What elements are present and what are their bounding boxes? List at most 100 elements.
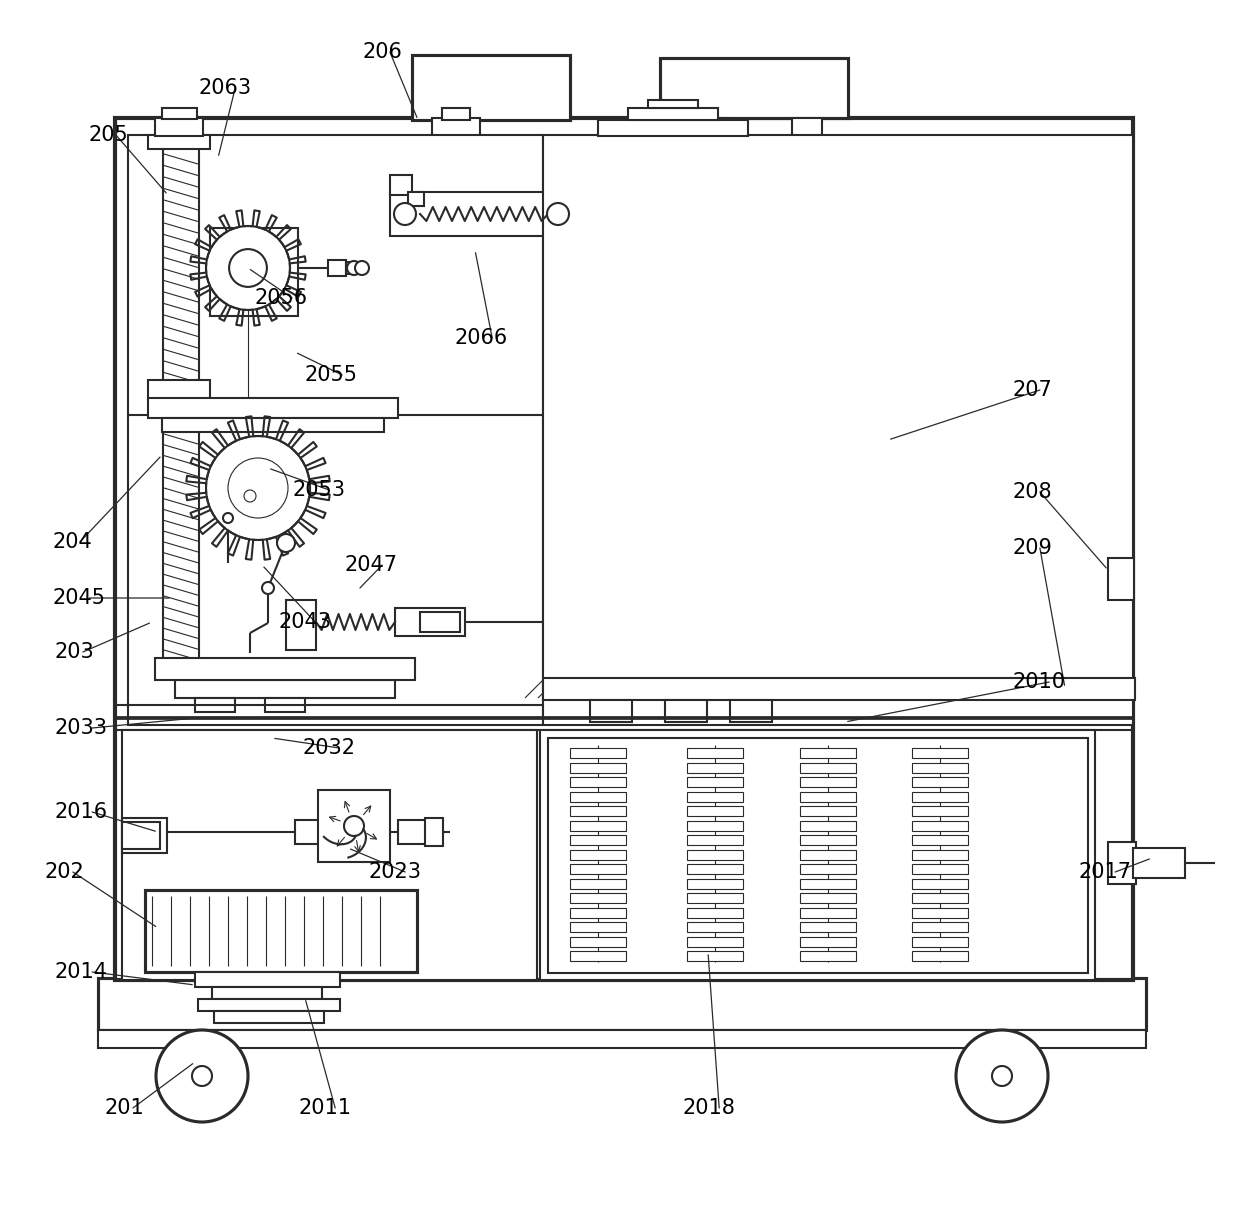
Bar xyxy=(212,987,322,999)
Bar xyxy=(800,777,856,787)
Bar xyxy=(548,737,1087,973)
Bar xyxy=(432,118,480,136)
Text: 206: 206 xyxy=(362,42,402,62)
Bar xyxy=(198,999,340,1011)
Circle shape xyxy=(234,465,281,512)
Circle shape xyxy=(394,203,415,225)
Text: 207: 207 xyxy=(1012,380,1052,400)
Bar xyxy=(412,56,570,119)
Bar xyxy=(911,777,968,787)
Bar xyxy=(210,228,298,316)
Bar xyxy=(687,922,743,932)
Text: 2017: 2017 xyxy=(1078,862,1131,882)
Bar xyxy=(570,951,626,961)
Text: 2010: 2010 xyxy=(1012,672,1065,692)
Bar xyxy=(329,260,346,276)
Text: 2043: 2043 xyxy=(278,612,331,632)
Bar xyxy=(320,816,339,849)
Circle shape xyxy=(347,261,361,275)
Bar xyxy=(391,192,575,237)
Circle shape xyxy=(192,1066,212,1086)
Bar xyxy=(730,700,773,722)
Bar xyxy=(800,821,856,830)
Bar xyxy=(687,777,743,787)
Bar xyxy=(391,175,412,196)
Text: 2023: 2023 xyxy=(368,862,422,882)
Bar xyxy=(162,418,384,432)
Bar xyxy=(800,908,856,917)
Bar xyxy=(687,937,743,946)
Text: 209: 209 xyxy=(1012,538,1052,558)
Bar xyxy=(162,430,198,678)
Bar xyxy=(155,658,415,680)
Bar xyxy=(687,748,743,758)
Circle shape xyxy=(355,261,370,275)
Bar xyxy=(800,850,856,859)
Text: 2055: 2055 xyxy=(305,365,358,385)
Bar xyxy=(800,748,856,758)
Bar xyxy=(570,748,626,758)
Text: 2047: 2047 xyxy=(345,555,398,575)
Bar xyxy=(911,893,968,903)
Bar xyxy=(687,850,743,859)
Bar xyxy=(800,792,856,801)
Text: 2011: 2011 xyxy=(298,1098,351,1118)
Bar xyxy=(420,612,460,632)
Bar xyxy=(590,700,632,722)
Bar xyxy=(570,893,626,903)
Bar xyxy=(155,400,205,412)
Circle shape xyxy=(277,533,295,552)
Circle shape xyxy=(206,226,290,310)
Bar xyxy=(911,922,968,932)
Text: 2053: 2053 xyxy=(291,480,345,500)
Bar xyxy=(145,890,417,972)
Bar xyxy=(800,879,856,888)
Bar xyxy=(98,978,1146,1030)
Bar xyxy=(911,835,968,845)
Bar xyxy=(570,763,626,772)
Circle shape xyxy=(547,203,569,225)
Bar xyxy=(911,748,968,758)
Bar xyxy=(570,879,626,888)
Bar xyxy=(800,835,856,845)
Bar xyxy=(570,850,626,859)
Bar xyxy=(162,107,197,119)
Bar xyxy=(265,698,305,712)
Text: 2045: 2045 xyxy=(52,588,105,608)
Circle shape xyxy=(223,513,233,523)
Bar xyxy=(98,1030,1146,1048)
Bar xyxy=(570,777,626,787)
Bar xyxy=(800,951,856,961)
Bar xyxy=(441,107,470,119)
Bar xyxy=(687,864,743,874)
Bar xyxy=(539,730,1095,980)
Bar xyxy=(911,806,968,816)
Bar xyxy=(396,198,565,231)
Bar xyxy=(543,678,1135,700)
Bar xyxy=(800,763,856,772)
Bar xyxy=(155,118,203,136)
Bar xyxy=(215,1011,324,1024)
Text: 2033: 2033 xyxy=(55,718,108,737)
Bar xyxy=(570,806,626,816)
Bar xyxy=(122,822,160,849)
Bar xyxy=(286,600,316,651)
Bar xyxy=(660,58,848,118)
Bar xyxy=(687,908,743,917)
Circle shape xyxy=(244,490,255,502)
Bar xyxy=(800,806,856,816)
Bar xyxy=(911,850,968,859)
Bar xyxy=(148,398,398,418)
Bar xyxy=(148,135,210,148)
Bar xyxy=(649,100,698,107)
Text: 2032: 2032 xyxy=(303,737,355,758)
Bar xyxy=(1133,849,1185,877)
Bar xyxy=(687,835,743,845)
Bar xyxy=(911,879,968,888)
Bar xyxy=(911,763,968,772)
Bar xyxy=(317,791,391,862)
Bar xyxy=(148,380,210,400)
Text: 204: 204 xyxy=(52,532,92,552)
Circle shape xyxy=(206,436,310,540)
Bar xyxy=(687,806,743,816)
